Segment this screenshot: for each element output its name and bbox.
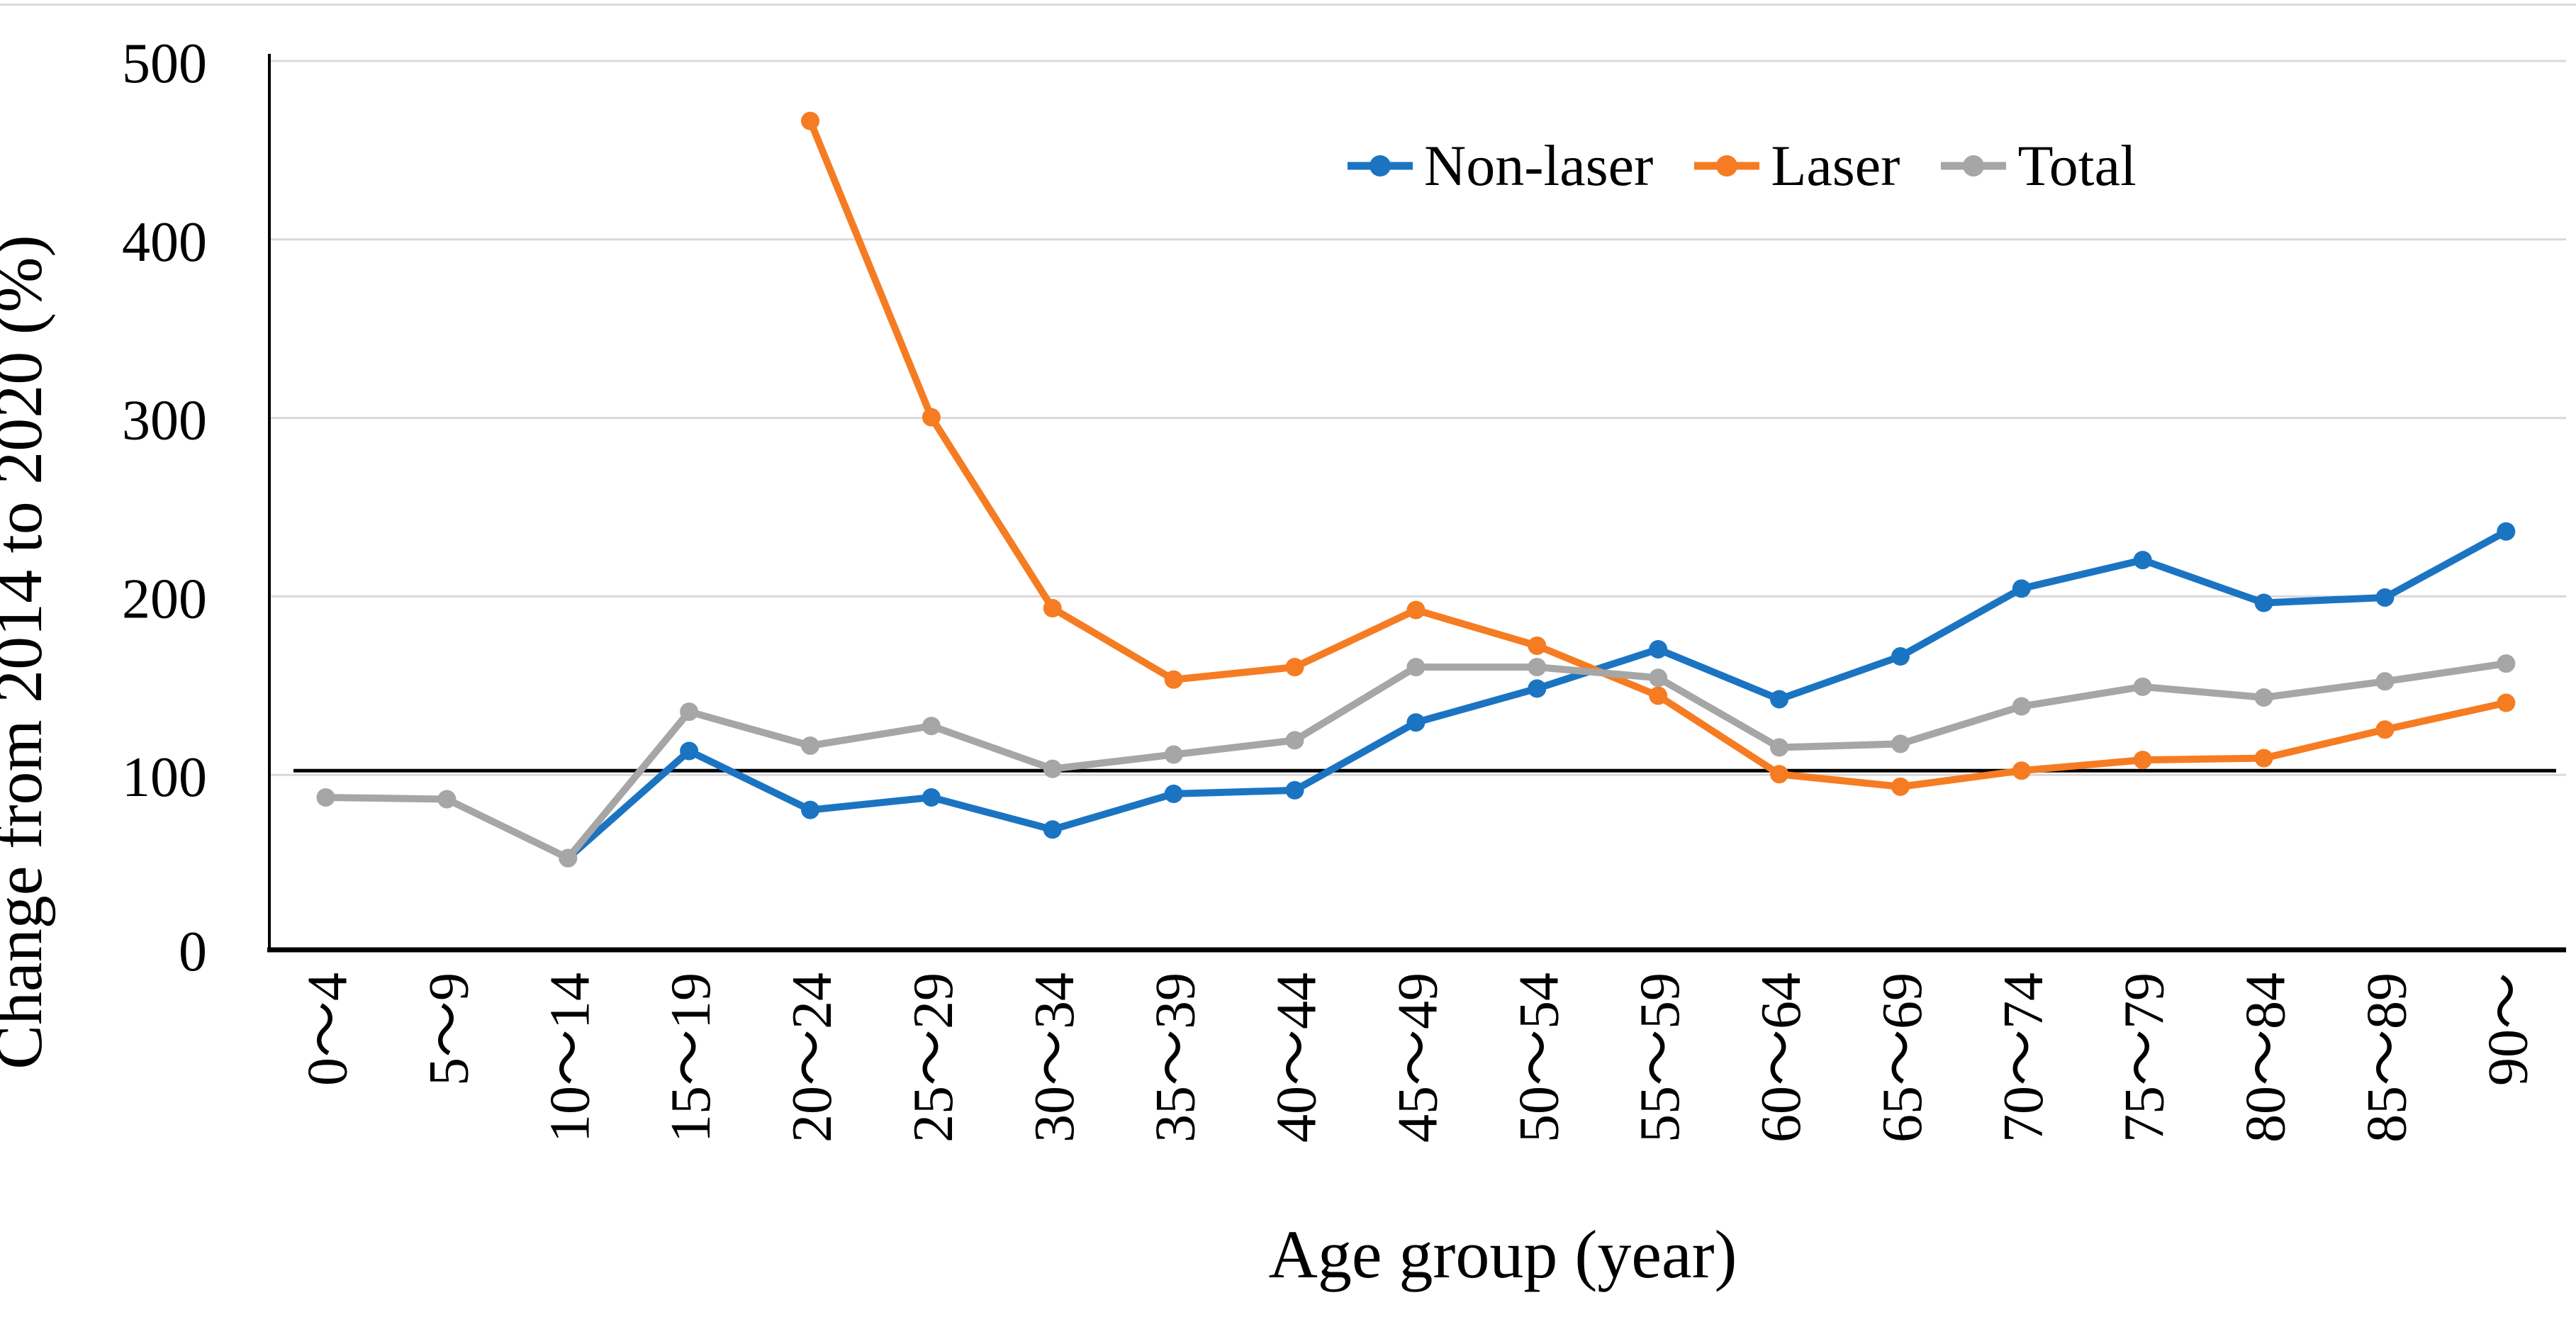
series-marker-laser xyxy=(1649,686,1668,705)
series-marker-non-laser xyxy=(1043,820,1062,839)
x-tick-label-14: 70～74 xyxy=(1993,973,2055,1143)
series-marker-non-laser xyxy=(1649,639,1668,658)
series-marker-total xyxy=(2012,697,2031,716)
series-marker-laser xyxy=(801,111,820,130)
y-axis-title: Change from 2014 to 2020 (%) xyxy=(0,235,56,1069)
series-marker-laser xyxy=(2254,749,2273,768)
legend-label: Total xyxy=(2017,133,2137,198)
x-tick-label-4: 20～24 xyxy=(781,973,844,1143)
legend-label: Laser xyxy=(1771,133,1900,198)
series-marker-total xyxy=(1528,658,1547,677)
series-marker-non-laser xyxy=(1891,647,1910,666)
y-tick-label-300: 300 xyxy=(122,390,207,452)
series-marker-total xyxy=(1406,658,1426,677)
series-marker-non-laser xyxy=(1406,713,1426,732)
x-tick-label-13: 65～69 xyxy=(1871,973,1934,1143)
series-marker-total xyxy=(1164,745,1183,764)
y-tick-label-400: 400 xyxy=(122,211,207,274)
series-marker-total xyxy=(922,717,941,736)
series-marker-laser xyxy=(1043,599,1062,618)
x-tick-label-9: 45～49 xyxy=(1387,973,1449,1143)
series-marker-total xyxy=(680,702,699,722)
series-marker-laser xyxy=(1285,658,1304,677)
series-marker-laser xyxy=(1770,765,1789,784)
series-marker-total xyxy=(2375,672,2395,691)
series-marker-non-laser xyxy=(2497,522,2516,541)
x-tick-label-11: 55～59 xyxy=(1629,973,1691,1143)
legend: Non-laser Laser Total xyxy=(1343,119,2137,213)
y-tick-label-0: 0 xyxy=(179,921,207,983)
series-marker-total xyxy=(437,790,457,809)
x-tick-label-16: 80～84 xyxy=(2235,973,2297,1143)
series-marker-total xyxy=(1891,734,1910,753)
figure-top-border xyxy=(0,4,2576,6)
plot-generated-layer: 0 100 200 300 400 500 0～4 5～9 10～14 15～19 20～24 25～… xyxy=(122,33,2566,1143)
legend-item-non-laser: Non-laser xyxy=(1343,133,1653,199)
series-marker-non-laser xyxy=(801,800,820,819)
series-marker-laser xyxy=(922,408,941,427)
series-marker-non-laser xyxy=(2012,579,2031,598)
series-marker-non-laser xyxy=(2133,551,2152,570)
series-marker-laser xyxy=(2133,751,2152,770)
x-tick-label-8: 40～44 xyxy=(1266,973,1328,1143)
series-marker-non-laser xyxy=(1528,679,1547,698)
series-marker-laser xyxy=(2012,761,2031,780)
x-tick-label-7: 35～39 xyxy=(1145,973,1207,1143)
series-marker-total xyxy=(1649,668,1668,688)
series-marker-laser xyxy=(1528,636,1547,655)
legend-marker-icon xyxy=(1941,155,2007,176)
legend-marker-icon xyxy=(1348,155,1413,176)
series-marker-total xyxy=(1043,759,1062,778)
x-tick-label-0: 0～4 xyxy=(297,973,359,1086)
x-tick-label-5: 25～29 xyxy=(902,973,965,1143)
series-marker-total xyxy=(559,848,578,868)
legend-item-laser: Laser xyxy=(1690,133,1900,199)
legend-item-total: Total xyxy=(1937,133,2137,199)
series-marker-laser xyxy=(1164,670,1183,689)
x-tick-label-2: 10～14 xyxy=(539,973,601,1143)
x-tick-label-15: 75～79 xyxy=(2114,973,2176,1143)
series-marker-non-laser xyxy=(1770,690,1789,709)
series-marker-non-laser xyxy=(680,741,699,761)
series-marker-total xyxy=(316,788,335,807)
series-marker-total xyxy=(2133,677,2152,696)
series-marker-laser xyxy=(2497,693,2516,712)
series-marker-total xyxy=(2254,688,2273,707)
series-marker-non-laser xyxy=(2375,588,2395,607)
legend-marker-icon xyxy=(1694,155,1760,176)
x-tick-label-12: 60～64 xyxy=(1750,973,1813,1143)
y-tick-label-200: 200 xyxy=(122,568,207,630)
series-marker-laser xyxy=(2375,720,2395,739)
series-marker-laser xyxy=(1891,777,1910,796)
x-tick-label-1: 5～9 xyxy=(418,973,480,1086)
x-axis-title: Age group (year) xyxy=(1268,1216,1737,1292)
series-marker-total xyxy=(801,736,820,755)
series-marker-total xyxy=(1770,738,1789,757)
series-marker-non-laser xyxy=(1285,780,1304,800)
x-tick-label-3: 15～19 xyxy=(660,973,722,1143)
legend-label: Non-laser xyxy=(1424,133,1654,198)
series-marker-total xyxy=(2497,654,2516,673)
x-tick-label-18: 90～ xyxy=(2477,973,2539,1086)
y-tick-label-100: 100 xyxy=(122,746,207,809)
x-tick-label-6: 30～34 xyxy=(1024,973,1086,1143)
series-marker-total xyxy=(1285,731,1304,750)
series-marker-laser xyxy=(1406,600,1426,620)
x-tick-label-10: 50～54 xyxy=(1508,973,1570,1143)
x-tick-label-17: 85～89 xyxy=(2356,973,2418,1143)
y-tick-label-500: 500 xyxy=(122,33,207,95)
series-marker-non-laser xyxy=(2254,593,2273,612)
series-marker-non-laser xyxy=(922,788,941,807)
series-marker-non-laser xyxy=(1164,784,1183,803)
